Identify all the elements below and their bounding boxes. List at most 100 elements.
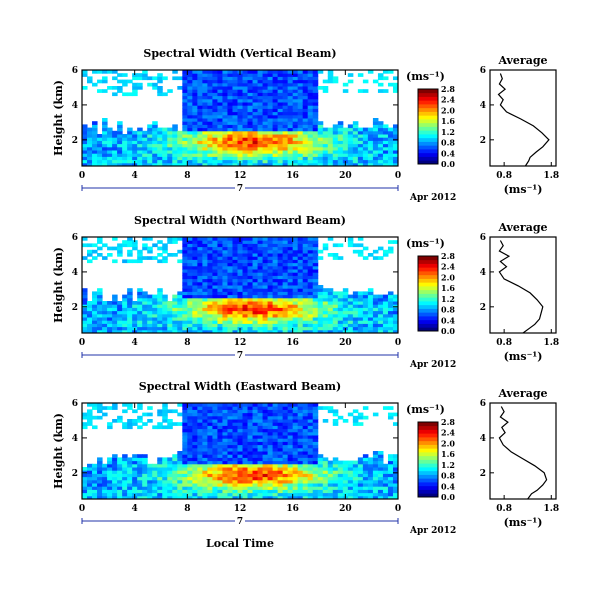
heatmap-cell: [387, 460, 394, 465]
heatmap-cell: [112, 489, 118, 494]
heatmap-cell: [162, 92, 168, 97]
heatmap-cell: [382, 301, 389, 305]
heatmap-cell: [187, 92, 193, 97]
heatmap-cell: [177, 130, 183, 135]
heatmap-cell: [372, 486, 379, 490]
heatmap-cell: [302, 422, 309, 426]
colorbar-tick-label: 1.2: [441, 460, 455, 470]
heatmap-cell: [282, 489, 289, 494]
heatmap-cell: [92, 425, 98, 430]
heatmap-cell: [347, 467, 354, 471]
heatmap-cell: [227, 425, 233, 430]
heatmap-cell: [137, 146, 143, 151]
heatmap-cell: [232, 415, 238, 420]
heatmap-cell: [317, 249, 324, 254]
heatmap-cell: [127, 243, 133, 248]
heatmap-cell: [237, 249, 244, 254]
heatmap-cell: [222, 313, 228, 318]
heatmap-cell: [262, 428, 269, 433]
heatmap-cell: [202, 297, 208, 302]
heatmap-cell: [387, 479, 394, 484]
y-axis-label: Height (km): [52, 413, 65, 489]
heatmap-cell: [312, 486, 319, 490]
heatmap-cell: [302, 114, 309, 119]
heatmap-cell: [232, 313, 238, 318]
heatmap-cell: [287, 403, 294, 407]
heatmap-cell: [242, 483, 249, 487]
heatmap-cell: [237, 73, 244, 77]
heatmap-cell: [312, 435, 319, 439]
heatmap-cell: [217, 281, 223, 286]
heatmap-cell: [262, 415, 269, 420]
heatmap-cell: [337, 486, 344, 490]
heatmap-cell: [327, 470, 334, 474]
colorbar-swatch: [418, 429, 438, 434]
heatmap-cell: [362, 486, 369, 490]
heatmap-cell: [347, 73, 354, 77]
heatmap-cell: [287, 265, 294, 270]
heatmap-cell: [287, 451, 294, 455]
heatmap-cell: [262, 265, 269, 270]
heatmap-cell: [332, 140, 339, 145]
heatmap-cell: [337, 156, 344, 161]
heatmap-cell: [292, 98, 299, 103]
heatmap-cell: [347, 240, 354, 244]
heatmap-cell: [157, 470, 163, 474]
heatmap-cell: [252, 146, 259, 151]
heatmap-cell: [122, 301, 128, 305]
heatmap-cell: [312, 114, 319, 119]
heatmap-cell: [217, 310, 223, 315]
heatmap-cell: [162, 146, 168, 151]
heatmap-cell: [102, 146, 108, 151]
heatmap-cell: [322, 307, 329, 312]
heatmap-cell: [212, 294, 218, 299]
heatmap-cell: [382, 467, 389, 471]
heatmap-cell: [82, 476, 88, 481]
heatmap-cell: [252, 441, 259, 446]
heatmap-cell: [317, 320, 324, 324]
heatmap-cell: [247, 118, 254, 122]
heatmap-cell: [167, 156, 173, 161]
heatmap-cell: [192, 92, 198, 97]
heatmap-cell: [217, 326, 223, 331]
heatmap-cell: [217, 256, 223, 260]
heatmap-cell: [212, 483, 218, 487]
heatmap-cell: [212, 412, 218, 417]
heatmap-cell: [262, 323, 269, 328]
heatmap-cell: [257, 486, 264, 490]
heatmap-cell: [317, 483, 324, 487]
heatmap-cell: [152, 310, 158, 315]
x-tick-label: 8: [184, 171, 190, 181]
heatmap-cell: [182, 82, 188, 87]
heatmap-cell: [267, 460, 274, 465]
heatmap-cell: [247, 95, 254, 100]
heatmap-cell: [202, 323, 208, 328]
heatmap-cell: [117, 492, 123, 497]
heatmap-cell: [312, 479, 319, 484]
heatmap-cell: [212, 317, 218, 321]
heatmap-cell: [372, 492, 379, 497]
heatmap-cell: [357, 137, 364, 141]
heatmap-cell: [282, 256, 289, 260]
heatmap-cell: [197, 275, 203, 280]
heatmap-cell: [392, 492, 399, 497]
heatmap-cell: [227, 237, 233, 241]
heatmap-cell: [112, 310, 118, 315]
heatmap-cell: [122, 467, 128, 471]
heatmap-cell: [297, 495, 304, 500]
heatmap-cell: [92, 483, 98, 487]
heatmap-cell: [292, 435, 299, 439]
heatmap-cell: [252, 492, 259, 497]
heatmap-cell: [192, 150, 198, 154]
heatmap-cell: [177, 467, 183, 471]
heatmap-cell: [367, 323, 374, 328]
heatmap-cell: [262, 95, 269, 100]
heatmap-cell: [187, 156, 193, 161]
heatmap-cell: [267, 425, 274, 430]
heatmap-cell: [342, 89, 349, 93]
heatmap-cell: [162, 162, 168, 167]
heatmap-cell: [332, 291, 339, 296]
heatmap-cell: [157, 89, 163, 93]
heatmap-cell: [327, 134, 334, 138]
heatmap-cell: [82, 70, 88, 74]
